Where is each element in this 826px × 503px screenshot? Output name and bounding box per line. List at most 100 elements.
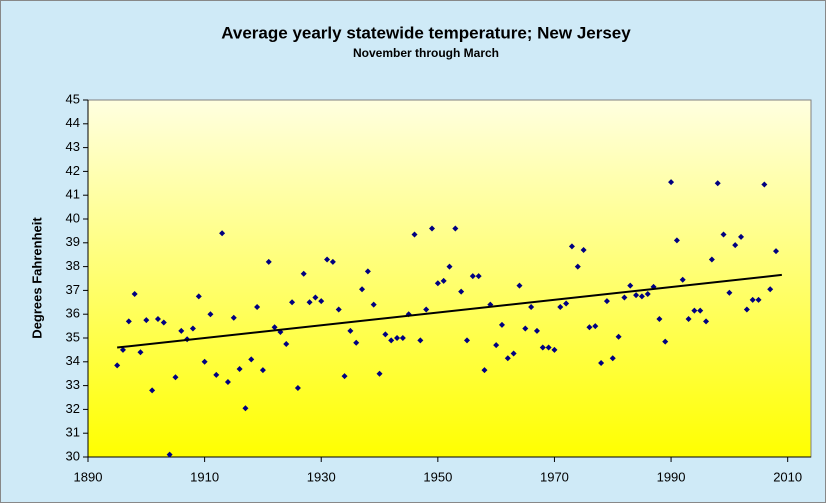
data-point (434, 280, 441, 287)
data-point (621, 294, 628, 301)
data-point (341, 373, 348, 380)
y-tick-label: 34 (66, 353, 80, 368)
data-point (283, 340, 290, 347)
data-point (691, 307, 698, 314)
data-point (615, 333, 622, 340)
data-point (137, 349, 144, 356)
data-point (668, 179, 675, 186)
data-point (714, 180, 721, 187)
data-point (708, 256, 715, 263)
data-point (335, 306, 342, 313)
y-tick-label: 32 (66, 401, 80, 416)
data-point (522, 325, 529, 332)
y-tick-label: 30 (66, 448, 80, 463)
data-point (493, 342, 500, 349)
data-point (411, 231, 418, 238)
data-point (224, 379, 231, 386)
data-point (440, 277, 447, 284)
trend-line (117, 273, 782, 349)
data-point (125, 318, 132, 325)
data-point (638, 293, 645, 300)
data-point (580, 246, 587, 253)
y-tick-label: 43 (66, 139, 80, 154)
y-tick-label: 36 (66, 306, 80, 321)
y-tick-label: 44 (66, 115, 80, 130)
data-point (446, 263, 453, 270)
y-tick-label: 37 (66, 282, 80, 297)
data-point (329, 258, 336, 265)
y-tick-label: 40 (66, 210, 80, 225)
x-tick-label: 1990 (657, 469, 686, 484)
data-point (178, 327, 185, 334)
data-point (732, 242, 739, 249)
data-point (679, 276, 686, 283)
data-point (697, 307, 704, 314)
data-point (417, 337, 424, 344)
data-point (242, 405, 249, 412)
data-point (394, 335, 401, 341)
data-point (586, 324, 593, 331)
data-point (324, 256, 331, 263)
data-point (510, 350, 517, 357)
y-tick-label: 35 (66, 329, 80, 344)
data-point (423, 306, 430, 313)
data-point (673, 237, 680, 244)
data-point (213, 371, 220, 378)
data-point (773, 248, 780, 255)
x-tick-label: 1950 (423, 469, 452, 484)
y-tick-label: 42 (66, 163, 80, 178)
data-point (149, 387, 156, 394)
data-point (271, 324, 278, 331)
data-point (504, 355, 511, 362)
data-point (248, 356, 255, 363)
data-point (475, 273, 482, 280)
data-point (359, 286, 366, 293)
data-point (749, 296, 756, 303)
y-tick-label: 31 (66, 425, 80, 440)
data-point (201, 358, 208, 365)
data-point (516, 282, 523, 289)
y-axis-label: Degrees Fahrenheit (29, 217, 44, 339)
data-point (743, 306, 750, 313)
data-point (154, 315, 161, 322)
data-point (294, 384, 301, 391)
x-tick-label: 1910 (190, 469, 219, 484)
data-point (230, 314, 237, 321)
plot-area (87, 99, 812, 458)
data-point (429, 225, 436, 232)
data-point (627, 282, 634, 289)
chart-title: Average yearly statewide temperature; Ne… (221, 23, 631, 42)
data-point (545, 344, 552, 351)
data-point (703, 318, 710, 325)
data-point (254, 304, 261, 311)
data-point (119, 346, 126, 353)
data-point (172, 374, 179, 381)
data-point (318, 298, 325, 305)
data-point (306, 299, 313, 306)
data-point (463, 337, 470, 344)
data-point (574, 263, 581, 270)
data-point (656, 315, 663, 322)
data-point (726, 289, 733, 296)
data-point (399, 335, 406, 341)
data-point (219, 230, 226, 237)
data-point (685, 315, 692, 322)
chart-subtitle: November through March (353, 46, 499, 60)
data-point (265, 258, 272, 265)
data-point (761, 181, 768, 188)
data-point (539, 344, 546, 351)
x-tick-label: 2010 (773, 469, 802, 484)
data-point (557, 304, 564, 311)
y-tick-label: 45 (66, 91, 80, 106)
data-point (568, 243, 575, 250)
data-point (300, 270, 307, 277)
data-point (347, 327, 354, 334)
data-point (388, 337, 395, 344)
data-point (767, 286, 774, 293)
data-point (458, 288, 465, 295)
x-tick-label: 1970 (540, 469, 569, 484)
y-tick-label: 39 (66, 234, 80, 249)
data-point (720, 231, 727, 238)
data-point (563, 300, 570, 307)
